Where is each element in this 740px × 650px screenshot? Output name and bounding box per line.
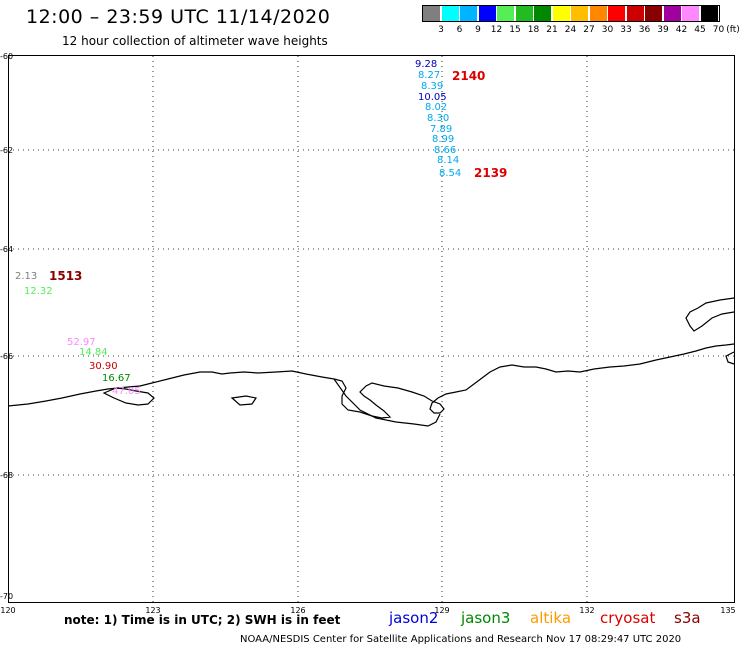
legend-swatch bbox=[534, 6, 551, 21]
coastline-inlet bbox=[333, 378, 441, 427]
wave-height-value: 52.97 bbox=[67, 337, 96, 348]
longitude-label: 120 bbox=[0, 606, 16, 615]
wave-height-value: 8.39 bbox=[421, 81, 444, 92]
legend-swatch bbox=[497, 6, 514, 21]
map-title: 12:00 – 23:59 UTC 11/14/2020 bbox=[26, 6, 331, 28]
legend-swatch bbox=[515, 6, 533, 21]
wave-height-value: 10.05 bbox=[418, 92, 447, 103]
longitude-label: 135 bbox=[720, 606, 736, 615]
legend-swatch bbox=[589, 6, 607, 21]
latitude-label: -66 bbox=[0, 352, 14, 361]
wave-height-value: 8.14 bbox=[437, 155, 460, 166]
satellite-name: s3a bbox=[674, 609, 701, 627]
legend-label: 12 bbox=[490, 25, 503, 35]
pass-id-label: 2139 bbox=[474, 166, 508, 180]
legend-swatch bbox=[645, 6, 662, 21]
map-frame bbox=[8, 55, 735, 603]
pass-id-label: 1513 bbox=[49, 269, 83, 283]
wave-height-value: 12.32 bbox=[24, 286, 53, 297]
legend-label: 70 bbox=[712, 25, 725, 35]
satellite-name: cryosat bbox=[600, 609, 656, 627]
wave-height-value: 2.13 bbox=[15, 271, 38, 282]
wave-height-value: 8.30 bbox=[427, 113, 450, 124]
wave-height-value: 16.67 bbox=[102, 373, 131, 384]
satellite-name: jason3 bbox=[461, 609, 511, 627]
latitude-label: -62 bbox=[0, 146, 14, 155]
color-legend: 3 6 9 12 15 18 21 24 27 30 33 36 39 42 45 70 (ft) bbox=[422, 5, 740, 35]
pass-id-label: 2140 bbox=[452, 69, 486, 83]
antarctic-coastline bbox=[7, 343, 735, 419]
wave-height-value: 8.02 bbox=[425, 102, 448, 113]
legend-label: 6 bbox=[456, 25, 463, 35]
legend-swatch bbox=[423, 6, 440, 21]
credit-line: NOAA/NESDIS Center for Satellite Applica… bbox=[240, 634, 682, 645]
legend-swatch bbox=[552, 6, 570, 21]
wave-height-value: 8.54 bbox=[439, 168, 462, 179]
map-subtitle: 12 hour collection of altimeter wave hei… bbox=[62, 34, 328, 48]
wave-height-value: 8.27 bbox=[418, 70, 441, 81]
latitude-label: -60 bbox=[0, 52, 14, 61]
coastline-east-cape bbox=[725, 351, 735, 365]
longitude-label: 123 bbox=[145, 606, 161, 615]
longitude-label: 129 bbox=[434, 606, 450, 615]
wave-height-value: 7.89 bbox=[430, 124, 453, 135]
wave-height-value: 30.90 bbox=[89, 361, 118, 372]
wave-height-value: 8.66 bbox=[434, 145, 457, 156]
legend-label: 39 bbox=[657, 25, 669, 35]
wave-height-value: 9.28 bbox=[415, 59, 438, 70]
legend-swatch bbox=[460, 6, 477, 21]
legend-swatch bbox=[441, 6, 459, 21]
wave-height-value: 14.84 bbox=[79, 347, 108, 358]
satellite-name: altika bbox=[530, 609, 572, 627]
coastline-island-west bbox=[102, 387, 155, 406]
footnote: note: 1) Time is in UTC; 2) SWH is in fe… bbox=[64, 613, 341, 627]
legend-label: 15 bbox=[509, 25, 521, 35]
legend-label: 9 bbox=[475, 25, 481, 35]
longitude-label: 126 bbox=[290, 606, 306, 615]
legend-label: 18 bbox=[527, 25, 540, 35]
graticule bbox=[8, 56, 734, 602]
legend-label: 45 bbox=[694, 25, 706, 35]
legend-swatch bbox=[682, 6, 699, 21]
legend-unit: (ft) bbox=[726, 25, 740, 35]
legend-label: 36 bbox=[638, 25, 651, 35]
latitude-label: -70 bbox=[0, 592, 14, 601]
coastline-east-bay bbox=[685, 297, 735, 332]
satellite-name: jason2 bbox=[389, 609, 439, 627]
legend-swatch bbox=[700, 6, 718, 21]
wave-height-value: 8.99 bbox=[432, 134, 455, 145]
legend-label: 3 bbox=[438, 25, 444, 35]
legend-swatch bbox=[478, 6, 496, 21]
wave-height-value: 47.05 bbox=[112, 386, 141, 397]
coastline-island-mid bbox=[230, 395, 257, 406]
legend-swatch bbox=[626, 6, 644, 21]
legend-label: 21 bbox=[546, 25, 558, 35]
legend-swatch bbox=[608, 6, 625, 21]
latitude-label: -68 bbox=[0, 471, 14, 480]
legend-label: 24 bbox=[564, 25, 577, 35]
legend-label: 27 bbox=[583, 25, 595, 35]
legend-label: 42 bbox=[675, 25, 688, 35]
latitude-label: -64 bbox=[0, 245, 14, 254]
legend-label: 33 bbox=[620, 25, 632, 35]
legend-label: 30 bbox=[601, 25, 614, 35]
legend-swatch bbox=[571, 6, 588, 21]
legend-swatch bbox=[663, 6, 681, 21]
longitude-label: 132 bbox=[579, 606, 595, 615]
